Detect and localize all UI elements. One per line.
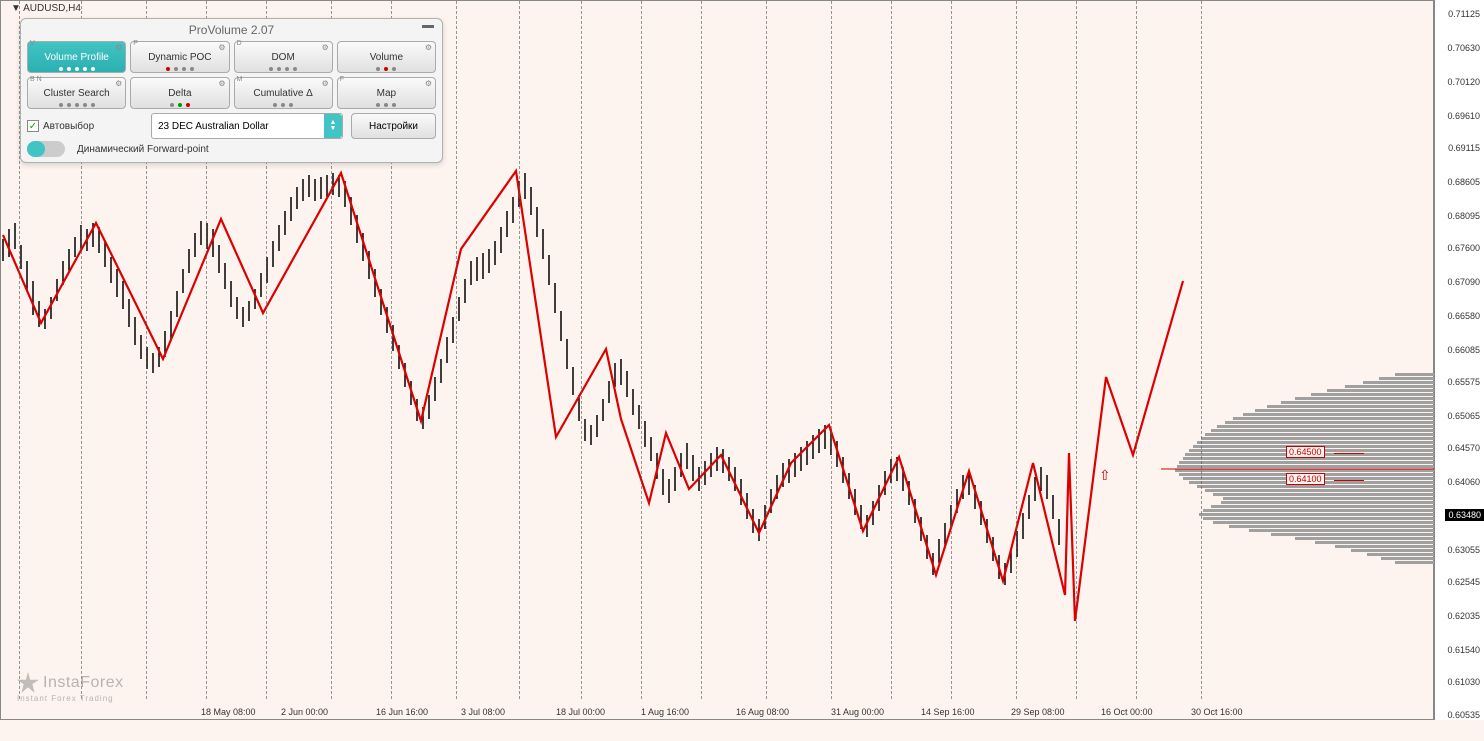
price-level-label: 0.64500	[1286, 446, 1325, 458]
instrument-select[interactable]: 23 DEC Australian Dollar ▲▼	[151, 113, 343, 139]
x-axis-label: 29 Sep 08:00	[1011, 707, 1065, 717]
up-arrow-icon: ⇧	[1099, 467, 1111, 484]
panel-button-label: Map	[377, 88, 396, 99]
x-axis-label: 16 Jun 16:00	[376, 707, 428, 717]
y-axis-label: 0.64570	[1447, 443, 1480, 453]
x-axis-label: 18 May 08:00	[201, 707, 256, 717]
instaforex-logo: InstaForex Instant Forex Trading	[17, 672, 124, 703]
gear-icon[interactable]: ⚙	[322, 79, 329, 88]
gear-icon[interactable]: ⚙	[322, 43, 329, 52]
x-axis-label: 2 Jun 00:00	[281, 707, 328, 717]
y-axis-label: 0.65065	[1447, 411, 1480, 421]
y-axis-label: 0.61540	[1447, 645, 1480, 655]
y-axis-label: 0.62035	[1447, 611, 1480, 621]
panel-button-label: Cumulative Δ	[253, 88, 312, 99]
panel-button-label: DOM	[271, 52, 294, 63]
x-axis-label: 18 Jul 00:00	[556, 707, 605, 717]
panel-button-label: Dynamic POC	[148, 52, 211, 63]
forward-toggle[interactable]	[27, 141, 65, 157]
autoselect-checkbox-wrap[interactable]: ✓ Автовыбор	[27, 120, 147, 132]
panel-button[interactable]: F⚙Map	[337, 77, 436, 109]
y-axis-label: 0.64060	[1447, 477, 1480, 487]
current-price-marker: 0.63480	[1445, 509, 1484, 521]
y-axis-label: 0.67090	[1447, 277, 1480, 287]
panel-toolbar-row2: B N⚙Cluster Search⚙DeltaM⚙Cumulative ΔF⚙…	[27, 77, 436, 109]
panel-button[interactable]: V⚙Volume Profile	[27, 41, 126, 73]
y-axis-label: 0.69610	[1447, 111, 1480, 121]
settings-button[interactable]: Настройки	[351, 113, 436, 139]
gear-icon[interactable]: ⚙	[115, 43, 122, 52]
panel-title: ProVolume 2.07	[21, 23, 442, 37]
panel-button[interactable]: P⚙Dynamic POC	[130, 41, 229, 73]
select-arrows-icon[interactable]: ▲▼	[324, 114, 342, 138]
autoselect-label: Автовыбор	[43, 121, 94, 132]
y-axis-label: 0.70120	[1447, 77, 1480, 87]
panel-button[interactable]: ⚙ Delta	[130, 77, 229, 109]
panel-button[interactable]: ⚙ Volume	[337, 41, 436, 73]
x-axis-label: 14 Sep 16:00	[921, 707, 975, 717]
y-axis: 0.71125 0.70630 0.70120 0.69610 0.69115 0.686…	[1434, 0, 1484, 720]
x-axis-label: 31 Aug 00:00	[831, 707, 884, 717]
panel-toolbar-row1: V⚙Volume ProfileP⚙Dynamic POCD⚙DOM⚙Volum…	[27, 41, 436, 73]
y-axis-label: 0.62545	[1447, 577, 1480, 587]
y-axis-label: 0.66580	[1447, 311, 1480, 321]
x-axis-label: 16 Oct 00:00	[1101, 707, 1153, 717]
y-axis-label: 0.66085	[1447, 345, 1480, 355]
panel-button[interactable]: D⚙DOM	[234, 41, 333, 73]
y-axis-label: 0.68095	[1447, 211, 1480, 221]
minimize-icon[interactable]	[422, 25, 434, 28]
gear-icon[interactable]: ⚙	[218, 79, 225, 88]
provolume-panel: ProVolume 2.07 V⚙Volume ProfileP⚙Dynamic…	[20, 18, 443, 163]
gear-icon[interactable]: ⚙	[115, 79, 122, 88]
toggle-knob	[27, 141, 45, 157]
y-axis-label: 0.63055	[1447, 545, 1480, 555]
y-axis-label: 0.60535	[1447, 710, 1480, 720]
y-axis-label: 0.61030	[1447, 677, 1480, 687]
panel-button[interactable]: M⚙Cumulative Δ	[234, 77, 333, 109]
panel-button-label: Volume Profile	[44, 52, 108, 63]
y-axis-label: 0.68605	[1447, 177, 1480, 187]
instrument-value: 23 DEC Australian Dollar	[158, 121, 269, 132]
panel-button-label: Volume	[370, 52, 403, 63]
y-axis-label: 0.70630	[1447, 43, 1480, 53]
y-axis-label: 0.71125	[1448, 9, 1480, 19]
gear-icon[interactable]: ⚙	[425, 43, 432, 52]
checkbox-icon[interactable]: ✓	[27, 120, 39, 132]
x-axis-label: 1 Aug 16:00	[641, 707, 689, 717]
y-axis-label: 0.67600	[1447, 243, 1480, 253]
panel-row-instrument: ✓ Автовыбор 23 DEC Australian Dollar ▲▼ …	[27, 113, 436, 139]
x-axis-label: 30 Oct 16:00	[1191, 707, 1243, 717]
logo-icon	[17, 672, 39, 694]
x-axis-label: 3 Jul 08:00	[461, 707, 505, 717]
gear-icon[interactable]: ⚙	[218, 43, 225, 52]
y-axis-label: 0.69115	[1448, 143, 1480, 153]
gear-icon[interactable]: ⚙	[425, 79, 432, 88]
forward-label: Динамический Forward-point	[77, 144, 209, 155]
panel-button-label: Cluster Search	[44, 88, 110, 99]
panel-button-label: Delta	[168, 88, 191, 99]
price-level-label: 0.64100	[1286, 473, 1325, 485]
panel-row-forward: Динамический Forward-point	[27, 141, 436, 157]
x-axis-label: 16 Aug 08:00	[736, 707, 789, 717]
panel-button[interactable]: B N⚙Cluster Search	[27, 77, 126, 109]
x-axis: 18 May 08:00 2 Jun 00:00 16 Jun 16:00 3 Jul…	[1, 699, 1435, 719]
y-axis-label: 0.65575	[1447, 377, 1480, 387]
